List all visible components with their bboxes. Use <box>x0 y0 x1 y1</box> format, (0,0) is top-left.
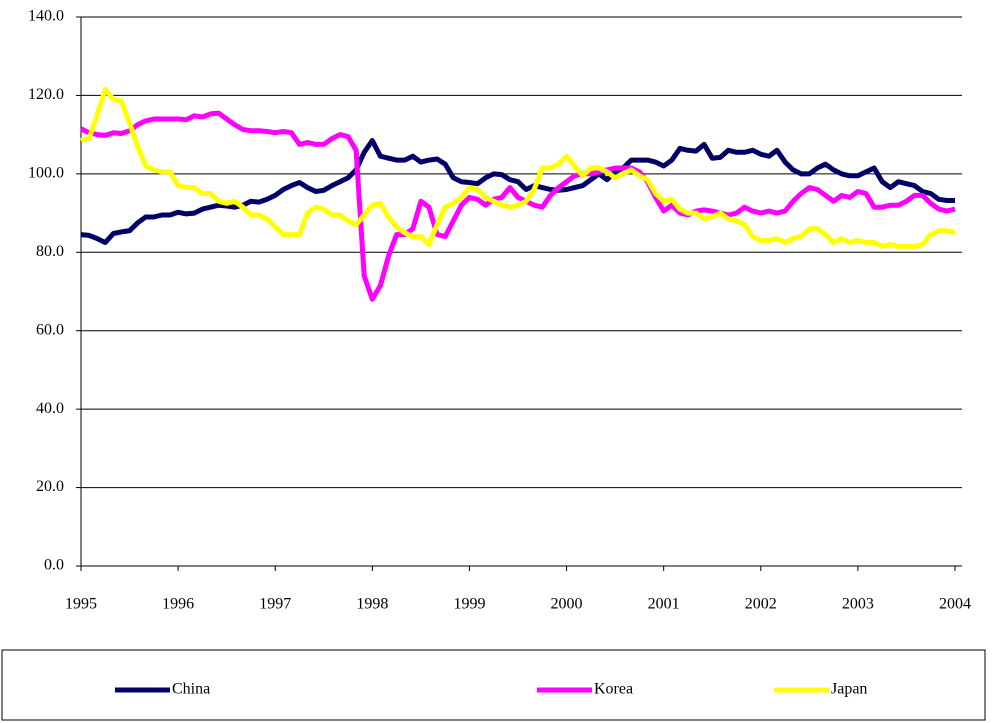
legend-label: China <box>172 681 210 698</box>
y-tick-label: 0.0 <box>44 557 64 574</box>
x-tick-label: 2003 <box>842 596 874 613</box>
x-tick-label: 1997 <box>259 596 291 613</box>
y-tick-label: 60.0 <box>36 321 64 338</box>
x-tick-label: 1998 <box>356 596 388 613</box>
legend-box <box>1 649 986 721</box>
series-line <box>79 110 956 302</box>
x-tick-label: 2001 <box>648 596 680 613</box>
x-tick-label: 1996 <box>162 596 194 613</box>
y-tick-label: 20.0 <box>36 478 64 495</box>
series-line <box>80 138 955 245</box>
y-tick-label: 120.0 <box>28 86 64 103</box>
y-tick-label: 140.0 <box>28 8 64 25</box>
x-tick-label: 2004 <box>939 596 971 613</box>
y-tick-label: 80.0 <box>36 243 64 260</box>
y-tick-label: 100.0 <box>28 165 64 182</box>
legend-label: Japan <box>831 681 867 698</box>
x-tick-label: 2002 <box>745 596 777 613</box>
x-tick-label: 1995 <box>65 596 97 613</box>
x-tick-label: 1999 <box>453 596 485 613</box>
series-line <box>80 87 956 249</box>
x-tick-label: 2000 <box>551 596 583 613</box>
y-tick-label: 40.0 <box>36 400 64 417</box>
legend-label: Korea <box>594 681 633 698</box>
